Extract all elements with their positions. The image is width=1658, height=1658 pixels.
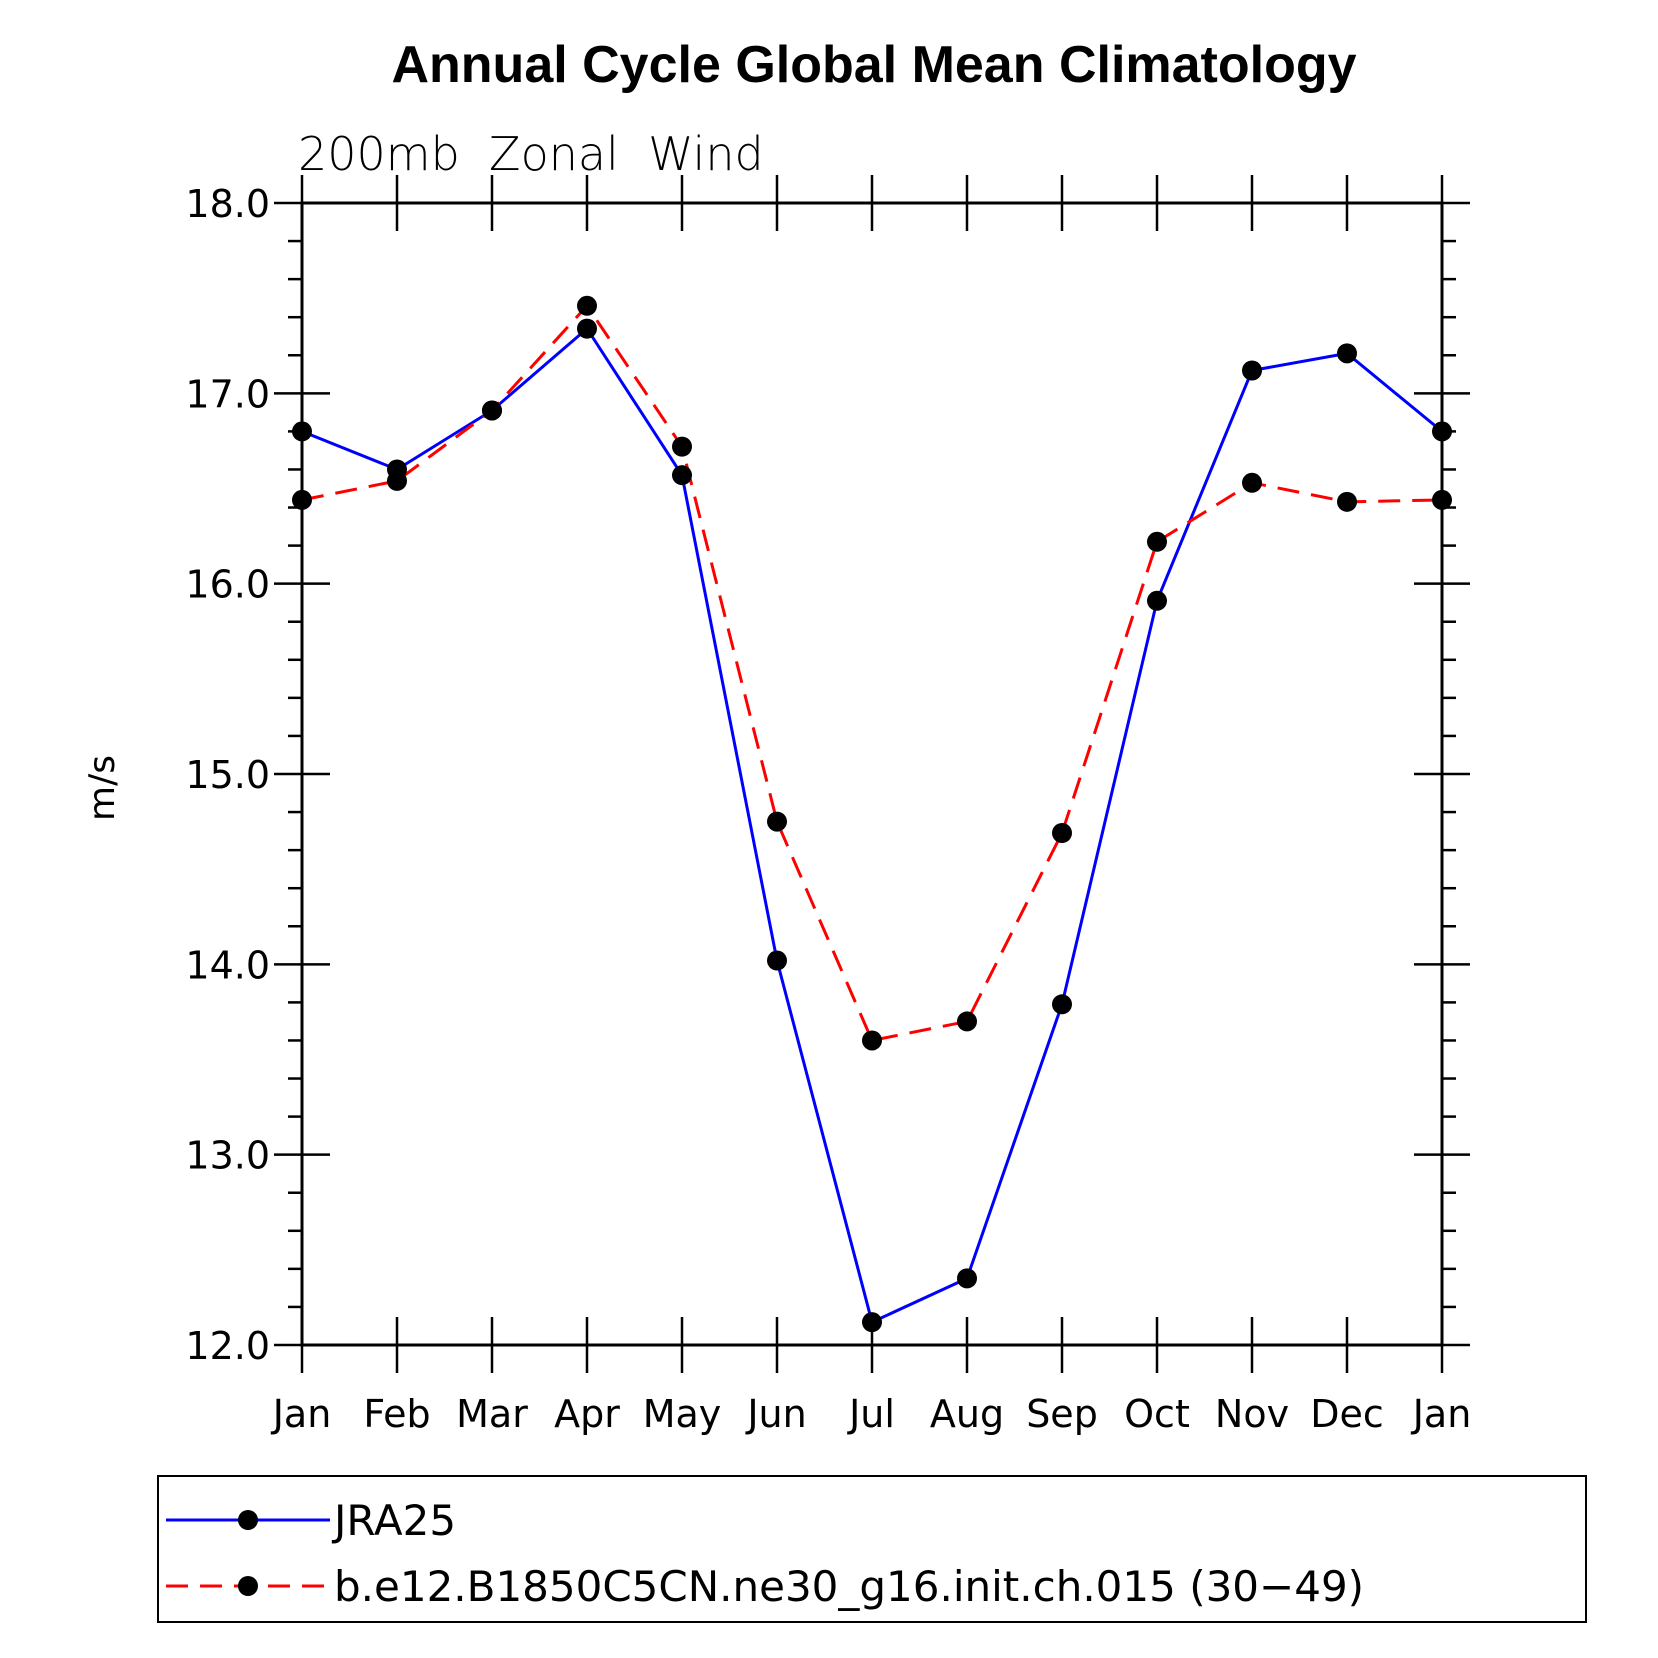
y-axis-tick-labels: 12.0 13.0 14.0 15.0 16.0 17.0 18.0: [185, 182, 270, 1368]
y-tick-label: 12.0: [185, 1324, 270, 1368]
data-point-s1-6: [862, 1030, 882, 1051]
x-tick-label: Oct: [1124, 1392, 1190, 1436]
y-tick-label: 18.0: [185, 182, 270, 226]
plot-frame: [300, 201, 1444, 1347]
x-axis-tick-labels: Jan Feb Mar Apr May Jun Jul Aug Sep Oct Nov Dec Jan: [271, 1392, 1472, 1436]
data-point-s1-4: [672, 436, 692, 457]
legend-label-1: b.e12.B1850C5CN.ne30_g16.init.ch.015 (30…: [334, 1562, 1364, 1611]
legend-marker-1: [238, 1576, 258, 1596]
data-point-s1-9: [1147, 531, 1167, 552]
data-point-s0-10: [1242, 360, 1262, 381]
x-tick-label: Dec: [1310, 1392, 1384, 1436]
y-tick-label: 14.0: [185, 943, 270, 987]
x-tick-label: Aug: [930, 1392, 1004, 1436]
legend-marker-0: [238, 1510, 258, 1530]
x-tick-label: Jan: [271, 1392, 332, 1436]
x-tick-label: Jan: [1411, 1392, 1472, 1436]
legend-box: [157, 1475, 1587, 1623]
data-point-s1-8: [1052, 823, 1072, 844]
series-lines: [301, 303, 1443, 1325]
chart-title: Annual Cycle Global Mean Climatology: [391, 36, 1356, 94]
chart-subtitle: 200mb Zonal Wind: [298, 127, 764, 181]
series-line-0: [301, 326, 1443, 1325]
legend-items: JRA25 b.e12.B1850C5CN.ne30_g16.init.ch.01…: [166, 1496, 1364, 1611]
x-tick-label: Jul: [847, 1392, 895, 1436]
series-line-1: [301, 303, 1443, 1043]
data-point-s0-9: [1147, 590, 1167, 611]
x-tick-label: Apr: [554, 1392, 620, 1436]
data-point-s0-12: [1432, 421, 1452, 442]
x-tick-label: Sep: [1026, 1392, 1098, 1436]
x-tick-label: Jun: [745, 1392, 806, 1436]
data-point-s1-10: [1242, 472, 1262, 493]
data-point-s1-5: [767, 811, 787, 832]
y-tick-label: 16.0: [185, 563, 270, 607]
data-point-s1-0: [292, 489, 312, 510]
legend: JRA25 b.e12.B1850C5CN.ne30_g16.init.ch.01…: [157, 1475, 1587, 1623]
data-point-s1-7: [957, 1011, 977, 1032]
y-tick-label: 15.0: [185, 753, 270, 797]
data-point-s0-4: [672, 465, 692, 486]
data-point-s0-3: [577, 318, 597, 339]
data-point-s1-2: [482, 400, 502, 421]
x-tick-label: Mar: [456, 1392, 528, 1436]
data-point-s1-3: [577, 295, 597, 316]
x-tick-label: May: [643, 1392, 722, 1436]
legend-label-0: JRA25: [331, 1496, 456, 1545]
data-point-s1-1: [387, 470, 407, 491]
data-point-s1-12: [1432, 489, 1452, 510]
y-tick-label: 13.0: [185, 1134, 270, 1178]
data-point-s0-0: [292, 421, 312, 442]
data-point-s0-8: [1052, 994, 1072, 1015]
data-point-s0-11: [1337, 343, 1357, 364]
data-point-s0-6: [862, 1312, 882, 1333]
data-point-s0-5: [767, 950, 787, 971]
x-tick-label: Feb: [363, 1392, 430, 1436]
series-points: [292, 295, 1452, 1333]
y-tick-label: 17.0: [185, 372, 270, 416]
axis-ticks: [274, 175, 1470, 1373]
x-tick-label: Nov: [1215, 1392, 1289, 1436]
data-point-s1-11: [1337, 491, 1357, 512]
y-axis-label: m/s: [82, 755, 123, 821]
data-point-s0-7: [957, 1268, 977, 1289]
